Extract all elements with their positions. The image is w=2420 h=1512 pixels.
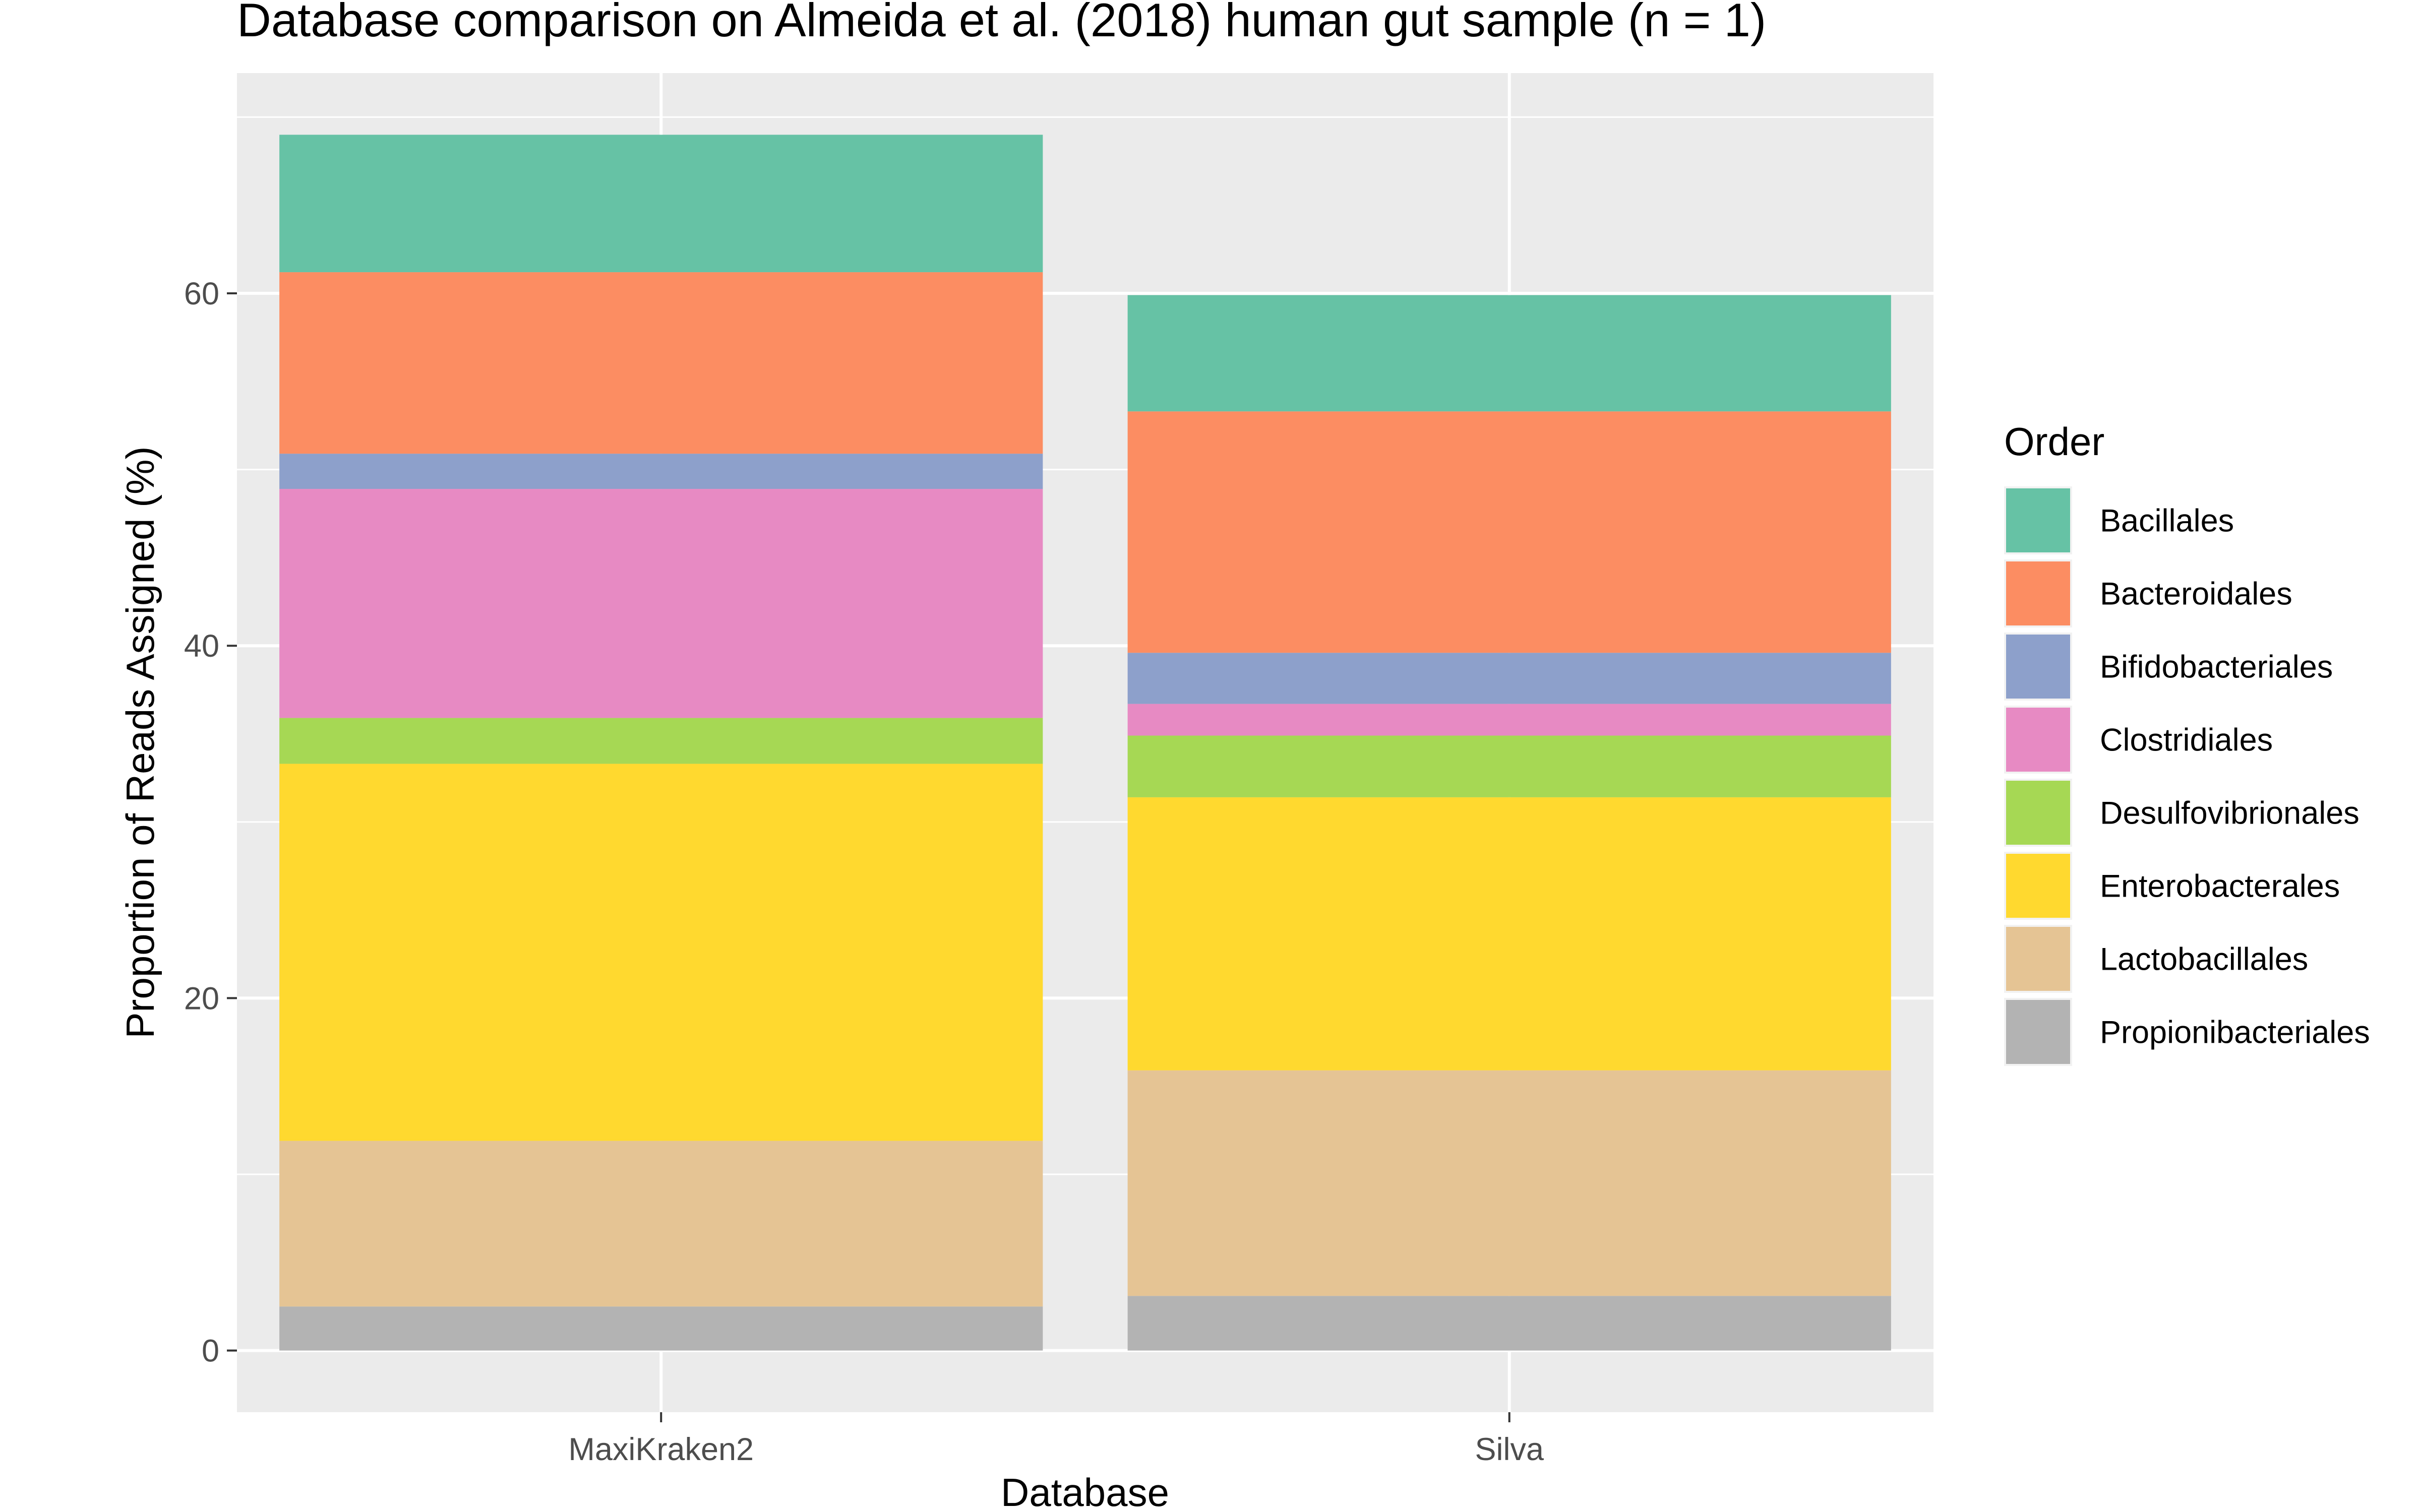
bars <box>279 135 1891 1351</box>
legend-swatch <box>2006 708 2070 772</box>
legend-label: Enterobacterales <box>2100 869 2340 904</box>
bar-segment-maxikraken2-bacillales <box>279 135 1043 273</box>
x-axis-title: Database <box>1001 1470 1169 1512</box>
y-tick-label: 60 <box>184 276 219 311</box>
legend: Order Bacillales Bacteroidales Bifidobacte… <box>2004 419 2370 1066</box>
legend-swatch <box>2006 854 2070 918</box>
y-tick-label: 40 <box>184 628 219 664</box>
bar-segment-silva-bifidobacteriales <box>1127 653 1891 704</box>
y-tick-label: 0 <box>202 1334 219 1369</box>
legend-swatch <box>2006 927 2070 991</box>
bar-segment-maxikraken2-propionibacteriales <box>279 1306 1043 1351</box>
bar-segment-silva-desulfovibrionales <box>1127 735 1891 797</box>
legend-swatch <box>2006 781 2070 845</box>
bar-segment-maxikraken2-bifidobacteriales <box>279 454 1043 489</box>
legend-label: Bacteroidales <box>2100 577 2292 612</box>
legend-label: Lactobacillales <box>2100 942 2308 977</box>
bar-segment-silva-bacillales <box>1127 295 1891 412</box>
bar-segment-maxikraken2-clostridiales <box>279 489 1043 718</box>
bar-segment-silva-lactobacillales <box>1127 1070 1891 1296</box>
legend-label: Bifidobacteriales <box>2100 650 2333 685</box>
legend-title: Order <box>2004 419 2104 464</box>
bar-segment-silva-propionibacteriales <box>1127 1296 1891 1351</box>
legend-swatch <box>2006 561 2070 625</box>
legend-swatch <box>2006 488 2070 552</box>
y-tick-label: 20 <box>184 981 219 1016</box>
legend-label: Clostridiales <box>2100 723 2273 758</box>
bar-segment-maxikraken2-enterobacterales <box>279 764 1043 1141</box>
legend-label: Bacillales <box>2100 503 2234 539</box>
y-axis-title: Proportion of Reads Assigned (%) <box>118 447 162 1039</box>
chart-title: Database comparison on Almeida et al. (2… <box>237 0 1766 46</box>
legend-swatch <box>2006 635 2070 699</box>
bar-segment-silva-enterobacterales <box>1127 797 1891 1070</box>
x-tick-label: MaxiKraken2 <box>568 1432 754 1467</box>
bar-segment-maxikraken2-lactobacillales <box>279 1141 1043 1307</box>
legend-label: Desulfovibrionales <box>2100 796 2360 831</box>
bar-segment-maxikraken2-desulfovibrionales <box>279 718 1043 764</box>
axes: 0 20 40 60 MaxiKraken2 Silva <box>184 276 1544 1467</box>
bar-segment-silva-bacteroidales <box>1127 411 1891 653</box>
x-tick-label: Silva <box>1475 1432 1544 1467</box>
legend-label: Propionibacteriales <box>2100 1015 2370 1050</box>
bar-segment-maxikraken2-bacteroidales <box>279 272 1043 454</box>
legend-swatch <box>2006 1000 2070 1064</box>
bar-segment-silva-clostridiales <box>1127 704 1891 736</box>
